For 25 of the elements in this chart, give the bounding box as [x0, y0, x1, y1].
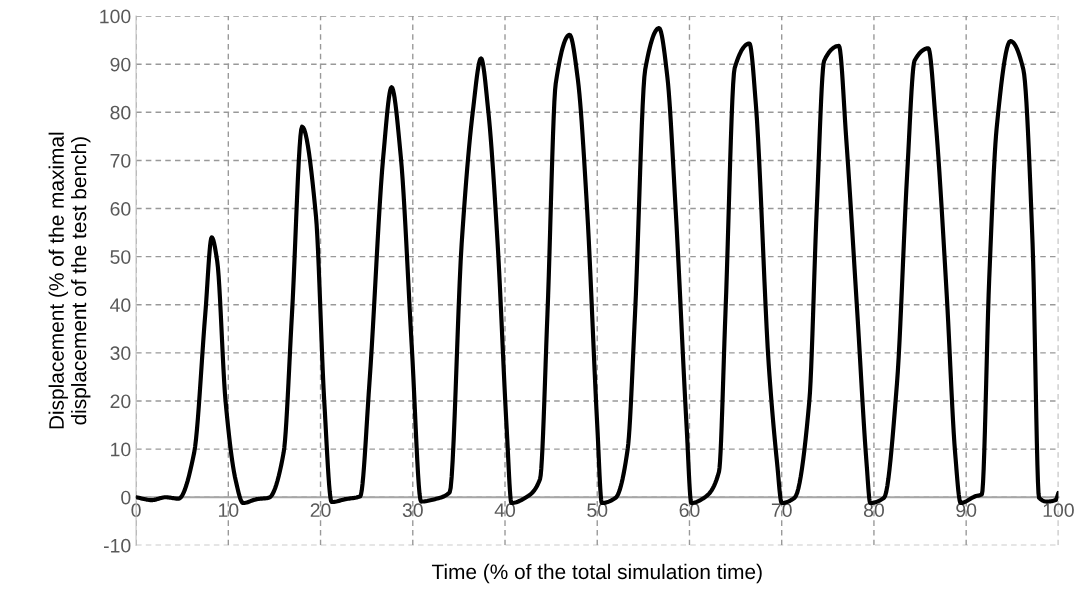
x-tick-label: 70 [771, 503, 792, 518]
x-tick-label: 0 [131, 503, 141, 518]
x-tick-label: 20 [310, 503, 331, 518]
x-tick-label: 10 [218, 503, 239, 518]
y-tick-label: 30 [110, 346, 131, 361]
y-tick-label: 50 [110, 250, 131, 264]
x-tick-label: 80 [863, 503, 884, 518]
y-tick-label: 60 [110, 202, 131, 216]
y-tick-label: 70 [110, 153, 131, 168]
y-tick-label: 100 [100, 9, 131, 24]
x-tick-label: 40 [494, 503, 516, 518]
x-axis-title: Time (% of the total simulation time) [431, 563, 762, 584]
x-tick-label: 100 [1043, 503, 1074, 518]
x-tick-label: 30 [402, 503, 423, 518]
y-tick-label: -10 [103, 538, 131, 553]
y-tick-label: 90 [110, 57, 131, 72]
x-tick-label: 60 [679, 503, 700, 518]
y-tick-label: 20 [110, 394, 131, 409]
y-tick-label: 10 [111, 442, 131, 457]
y-tick-label: 80 [110, 105, 131, 120]
y-tick-label: 0 [121, 490, 131, 505]
y-tick-label: 40 [110, 298, 131, 313]
y-axis-title: Displacement (% of the maximal displacement of the test bench) [48, 132, 91, 429]
x-tick-label: 50 [587, 503, 608, 518]
x-tick-label: 90 [956, 503, 977, 518]
